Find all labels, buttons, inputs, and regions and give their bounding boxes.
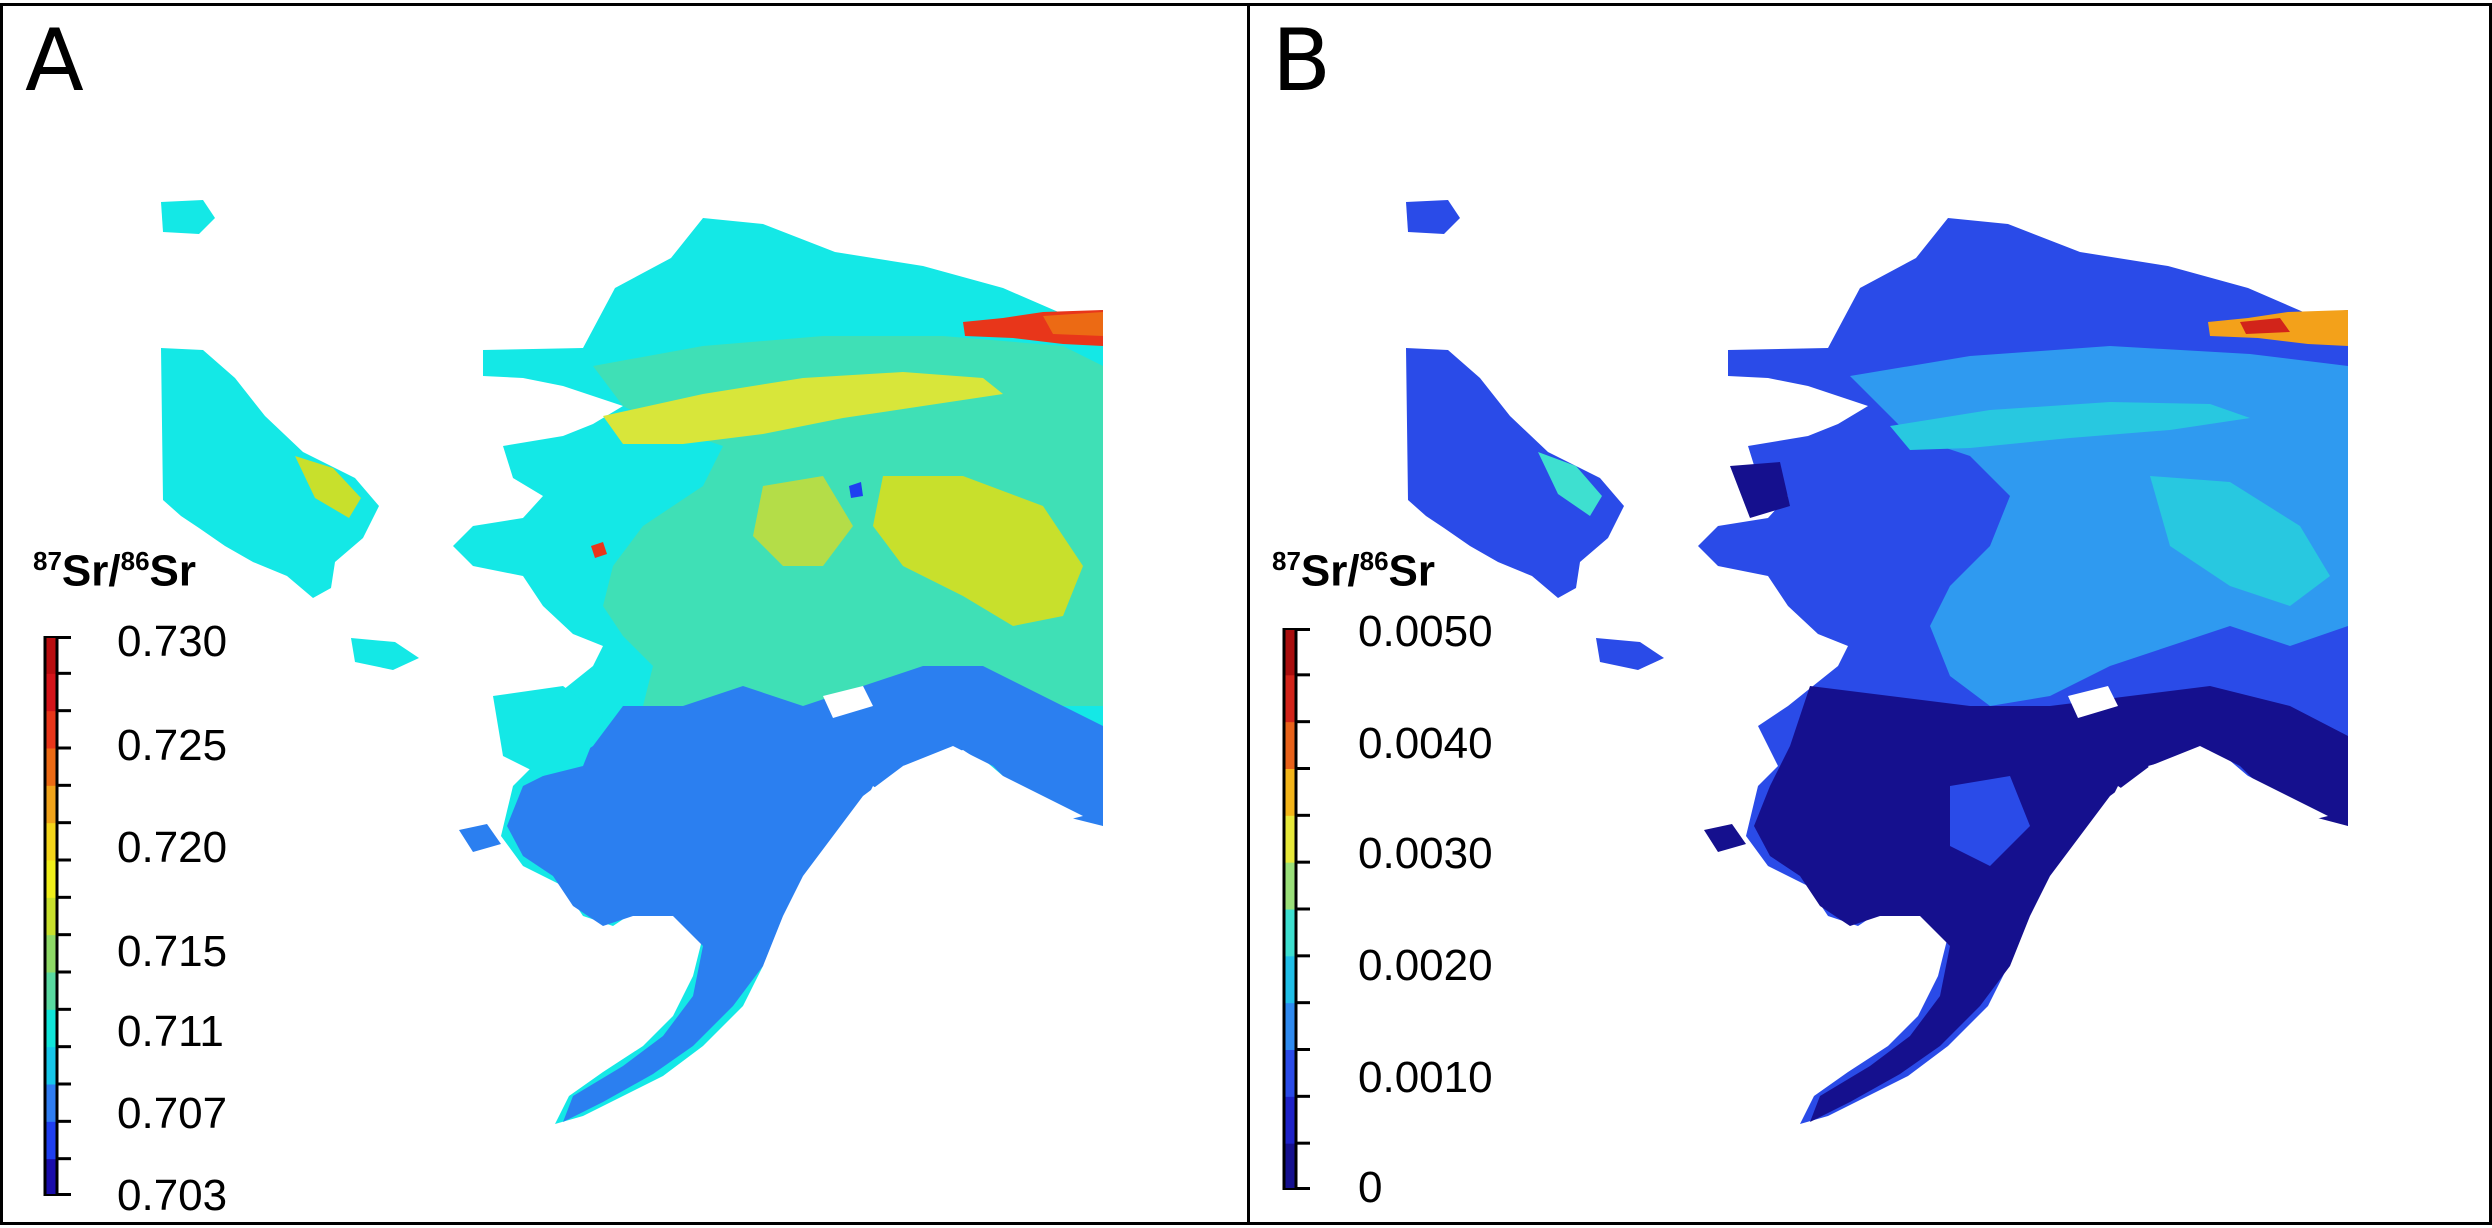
legend-a-tick-2: 0.720: [117, 823, 228, 872]
island-small-1-b: [1596, 638, 1664, 670]
colorbar-segment: [45, 822, 57, 861]
colorbar-segment: [45, 1121, 57, 1160]
colorbar-segment: [45, 1046, 57, 1085]
colorbar-segment: [45, 860, 57, 898]
ice-patch-1: [823, 686, 873, 718]
brooks-range-yellow: [603, 372, 1003, 444]
legend-b-tick-2: 0.0030: [1358, 829, 1493, 878]
ice-patch-2-b: [2148, 750, 2328, 826]
colorbar-segment: [1284, 862, 1296, 910]
strontium-map-b: [1406, 200, 2348, 1124]
island-small-1: [351, 638, 419, 670]
legend-b-tick-0: 0.0050: [1358, 607, 1493, 656]
colorbar-segment: [45, 934, 57, 973]
colorbar-segment: [1284, 1143, 1296, 1190]
south-dark-b: [1754, 686, 2348, 1122]
south-blue-b: [1950, 776, 2030, 866]
colorbar-segment: [1284, 721, 1296, 769]
colorbar-segment: [1284, 1096, 1296, 1144]
legend-a-tick-1: 0.725: [117, 721, 228, 770]
southwest-cyan: [493, 686, 603, 776]
interior-yellow: [873, 476, 1083, 626]
legend-b-title-sr1: Sr/: [1300, 546, 1360, 596]
hotspot-ne-red-b: [2240, 318, 2290, 334]
legend-b-title-sup2: 86: [1359, 546, 1389, 576]
seward-peninsula: [161, 348, 379, 598]
island-small-2-b: [1704, 824, 1746, 852]
ice-patch-3: [853, 786, 903, 836]
dot-a-2: [849, 482, 863, 498]
legend-a-title-sr2: Sr: [149, 546, 197, 596]
colorbar-segment: [45, 1084, 57, 1122]
legend-b-title: 87Sr/86Sr: [1272, 546, 1435, 597]
colorbar-segment: [45, 897, 57, 936]
legend-a-tick-5: 0.707: [117, 1089, 228, 1138]
legend-a-tick-4: 0.711: [117, 1007, 224, 1056]
legend-a-title-sup2: 86: [120, 546, 150, 576]
colorbar-segment: [45, 748, 57, 786]
ice-patch-1-b: [2068, 686, 2118, 718]
legend-b-colorbar: [1282, 628, 1310, 1190]
dot-a-1: [591, 542, 607, 558]
interior-yellow-2: [753, 476, 853, 566]
colorbar-segment: [45, 785, 57, 824]
legend-a-tick-0: 0.730: [117, 617, 228, 666]
legend-a-title: 87Sr/86Sr: [33, 546, 196, 597]
legend-b-tick-3: 0.0020: [1358, 941, 1493, 990]
brooks-range-cyan-b: [1890, 402, 2250, 450]
legend-b-tick-4: 0.0010: [1358, 1053, 1493, 1102]
colorbar-segment: [45, 1009, 57, 1048]
west-dark-b: [1730, 462, 1790, 518]
southern-blue: [507, 666, 1103, 1122]
colorbar-segment: [45, 673, 57, 712]
colorbar-segment: [45, 710, 57, 749]
island-small-2: [459, 824, 501, 852]
island-north: [161, 200, 215, 234]
seward-yellow: [295, 456, 361, 518]
panel-letter-a: A: [25, 11, 84, 111]
legend-b-tick-1: 0.0040: [1358, 719, 1493, 768]
colorbar-segment: [1284, 909, 1296, 957]
panel-a: A 87Sr/86Sr 0.730 0.72: [0, 3, 1250, 1225]
seward-peninsula-b: [1406, 348, 1624, 598]
strontium-map-a: [161, 200, 1103, 1124]
seward-cyan-b: [1538, 452, 1602, 516]
colorbar-segment: [1284, 1049, 1296, 1097]
island-north-b: [1406, 200, 1460, 234]
colorbar-segment: [45, 1158, 57, 1196]
legend-a-tick-6: 0.703: [117, 1171, 228, 1220]
colorbar-segment: [45, 636, 57, 674]
legend-a-title-sr1: Sr/: [61, 546, 121, 596]
colorbar-segment: [1284, 768, 1296, 816]
mainland-green: [593, 336, 1103, 806]
ice-patch-2: [903, 750, 1083, 826]
colorbar-segment: [1284, 628, 1296, 676]
legend-a-colorbar: [43, 636, 71, 1196]
panel-letter-b: B: [1272, 11, 1331, 111]
legend-b-title-sup1: 87: [1272, 546, 1301, 576]
colorbar-segment: [1284, 1002, 1296, 1050]
panel-b: B 87Sr/86Sr 0.0050 0.0040 0.0030 0.0020 …: [1247, 3, 2492, 1225]
legend-a-tick-3: 0.715: [117, 927, 228, 976]
interior-cyan-b: [2150, 476, 2330, 606]
colorbar-segment: [1284, 674, 1296, 723]
ice-patch-3-b: [2098, 786, 2148, 836]
colorbar-segment: [1284, 955, 1296, 1004]
hotspot-ne-orange: [1043, 312, 1103, 336]
colorbar-border: [43, 636, 59, 1196]
colorbar-segment: [45, 972, 57, 1010]
legend-b-tick-5: 0: [1358, 1163, 1383, 1212]
colorbar-segment: [1284, 815, 1296, 863]
legend-b-title-sr2: Sr: [1388, 546, 1436, 596]
legend-a-title-sup1: 87: [33, 546, 62, 576]
